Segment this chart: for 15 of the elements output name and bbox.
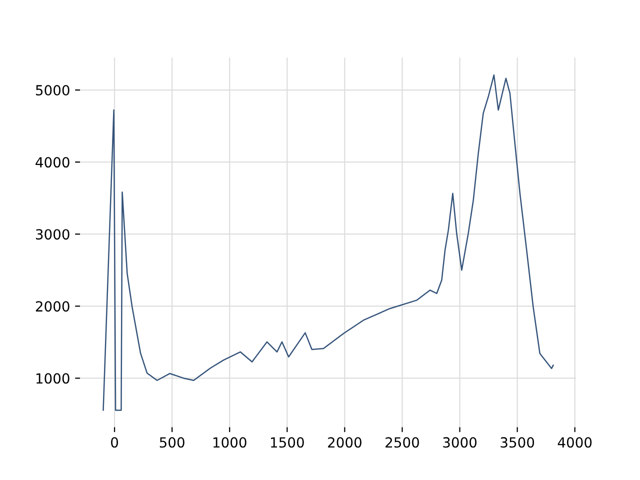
line-series <box>102 74 554 411</box>
x-tick-label: 1000 <box>213 437 246 448</box>
y-tick-label: 3000 <box>36 229 70 240</box>
x-tick-label: 3500 <box>500 437 534 448</box>
y-tick-label: 5000 <box>36 84 70 96</box>
y-tick-label: 4000 <box>36 157 70 168</box>
y-tick-label: 2000 <box>36 301 70 312</box>
x-tick-label: 3000 <box>443 437 477 448</box>
x-tick-label: 1500 <box>271 437 304 448</box>
y-tick-label: 1000 <box>36 373 70 384</box>
x-tick-label: 0 <box>111 437 118 448</box>
x-tick-label: 500 <box>160 437 184 448</box>
x-tick-label: 2000 <box>328 437 362 448</box>
x-tick-label: 2500 <box>386 437 419 448</box>
x-tick-label: 4000 <box>558 437 592 448</box>
